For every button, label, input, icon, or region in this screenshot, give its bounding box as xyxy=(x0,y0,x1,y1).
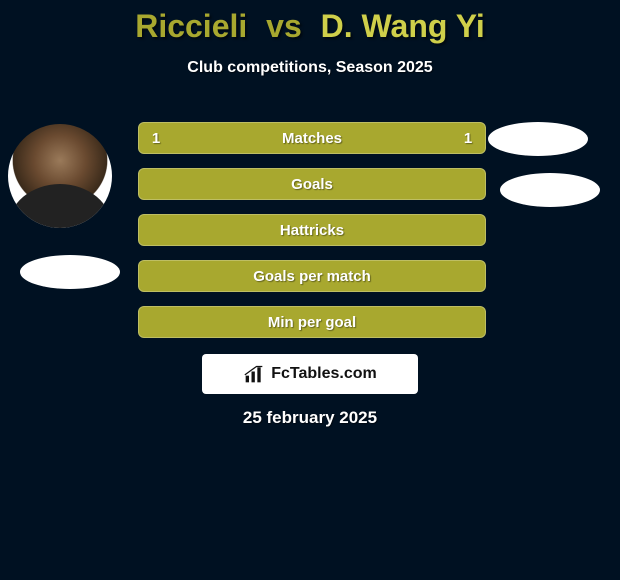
stat-row-hattricks: Hattricks xyxy=(138,214,486,246)
subtitle: Club competitions, Season 2025 xyxy=(0,59,620,77)
bar-chart-icon xyxy=(243,364,265,384)
player2-name: D. Wang Yi xyxy=(321,8,485,44)
player1-avatar xyxy=(8,124,112,228)
stat-label: Goals per match xyxy=(163,268,461,285)
vs-text: vs xyxy=(266,8,302,44)
watermark: FcTables.com xyxy=(202,354,418,394)
player1-name: Riccieli xyxy=(135,8,247,44)
comparison-title: Riccieli vs D. Wang Yi xyxy=(0,0,620,45)
stat-left-value: 1 xyxy=(149,130,163,147)
player1-flag xyxy=(20,255,120,289)
watermark-text: FcTables.com xyxy=(271,365,377,383)
date-text: 25 february 2025 xyxy=(0,408,620,428)
stat-row-matches: 1 Matches 1 xyxy=(138,122,486,154)
stat-right-value: 1 xyxy=(461,130,475,147)
stat-row-goals-per-match: Goals per match xyxy=(138,260,486,292)
stat-label: Hattricks xyxy=(163,222,461,239)
player2-flag xyxy=(500,173,600,207)
stat-row-min-per-goal: Min per goal xyxy=(138,306,486,338)
stat-label: Min per goal xyxy=(163,314,461,331)
stats-container: 1 Matches 1 Goals Hattricks Goals per ma… xyxy=(138,122,486,352)
stat-label: Matches xyxy=(163,130,461,147)
stat-label: Goals xyxy=(163,176,461,193)
stat-row-goals: Goals xyxy=(138,168,486,200)
player2-avatar-placeholder xyxy=(488,122,588,156)
